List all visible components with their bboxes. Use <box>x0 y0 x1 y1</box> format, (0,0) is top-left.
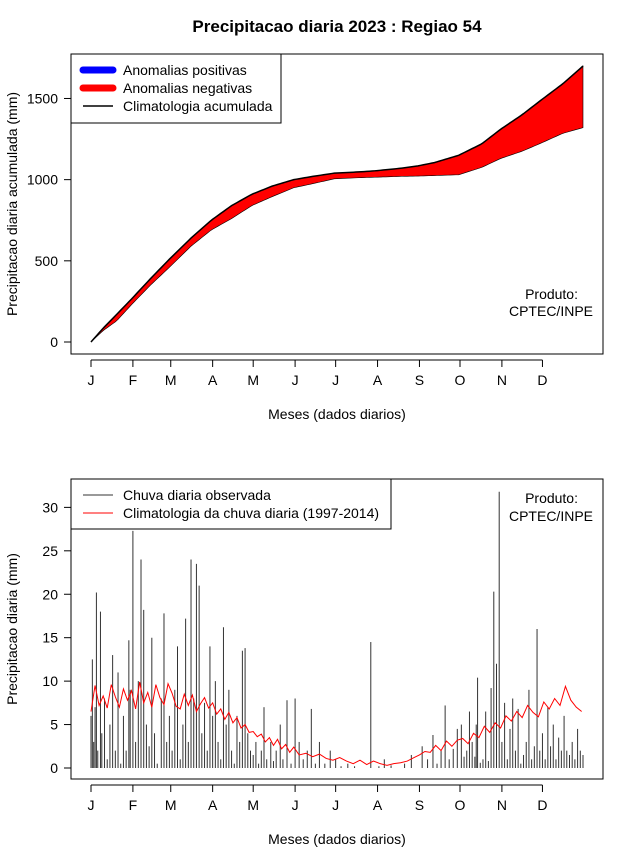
daily-ytick-label: 0 <box>50 760 58 776</box>
daily-ytick-label: 5 <box>50 717 58 733</box>
cumulative-ytick-label: 1500 <box>27 90 58 106</box>
daily-annotation-line1: Produto: <box>525 490 578 506</box>
daily-xtick-label: J <box>292 797 299 813</box>
cumulative-xtick-label: J <box>332 372 339 388</box>
cumulative-xtick-label: D <box>537 372 547 388</box>
daily-xtick-label: M <box>247 797 259 813</box>
cumulative-ylabel: Precipitacao diaria acumulada (mm) <box>4 92 20 316</box>
cumulative-xtick-label: O <box>455 372 466 388</box>
legend-label-observed: Chuva diaria observada <box>123 487 271 503</box>
daily-xtick-label: J <box>332 797 339 813</box>
daily-ytick-label: 20 <box>42 586 58 602</box>
daily-legend-box <box>70 478 392 530</box>
cumulative-xtick-label: A <box>208 372 218 388</box>
daily-xtick-label: O <box>455 797 466 813</box>
legend-label-negative: Anomalias negativas <box>123 80 252 96</box>
figure-title: Precipitacao diaria 2023 : Regiao 54 <box>192 17 482 36</box>
daily-xtick-label: M <box>165 797 177 813</box>
cumulative-plot-frame <box>70 53 604 355</box>
cumulative-xtick-label: J <box>88 372 95 388</box>
legend-label-positive: Anomalias positivas <box>123 62 247 78</box>
daily-xtick-label: D <box>537 797 547 813</box>
climatology-cumulative-line <box>90 65 584 343</box>
daily-xtick-label: A <box>208 797 218 813</box>
daily-xtick-label: S <box>415 797 424 813</box>
daily-ytick-label: 15 <box>42 630 58 646</box>
cumulative-legend: Anomalias positivas Anomalias negativas … <box>70 53 282 124</box>
daily-chart: 0 5 10 15 20 25 30 J F M A M J J A S O N D Precipitacao d… <box>4 478 604 847</box>
climatology-daily-line <box>90 681 582 766</box>
legend-label-climatology-daily: Climatologia da chuva diaria (1997-2014) <box>123 505 379 521</box>
cumulative-xtick-label: S <box>415 372 424 388</box>
daily-xtick-label: J <box>88 797 95 813</box>
daily-xtick-label: N <box>497 797 507 813</box>
legend-label-climatology-cumulative: Climatologia acumulada <box>123 98 273 114</box>
cumulative-annotation-line1: Produto: <box>525 286 578 302</box>
daily-ytick-label: 30 <box>42 499 58 515</box>
daily-ytick-label: 25 <box>42 543 58 559</box>
daily-xtick-label: A <box>373 797 383 813</box>
cumulative-xtick-label: A <box>373 372 383 388</box>
cumulative-annotation-line2: CPTEC/INPE <box>509 303 593 319</box>
cumulative-plot-area <box>90 65 584 343</box>
cumulative-ytick-label: 1000 <box>27 172 58 188</box>
cumulative-chart: 0 500 1000 1500 J F M A M J J A S O N D Precipitacao d… <box>4 53 604 422</box>
cumulative-xtick-label: F <box>129 372 138 388</box>
cumulative-y-axis: 0 500 1000 1500 <box>27 90 71 350</box>
daily-plot-area <box>90 491 584 768</box>
cumulative-xtick-label: J <box>292 372 299 388</box>
daily-annotation-line2: CPTEC/INPE <box>509 508 593 524</box>
daily-ylabel: Precipitacao diaria (mm) <box>4 553 20 705</box>
cumulative-xtick-label: M <box>165 372 177 388</box>
daily-ytick-label: 10 <box>42 673 58 689</box>
daily-y-axis: 0 5 10 15 20 25 30 <box>42 499 71 776</box>
daily-xlabel: Meses (dados diarios) <box>268 831 406 847</box>
daily-xtick-label: F <box>129 797 138 813</box>
cumulative-xtick-label: N <box>497 372 507 388</box>
daily-legend: Chuva diaria observada Climatologia da c… <box>70 478 392 530</box>
cumulative-ytick-label: 0 <box>50 334 58 350</box>
cumulative-xlabel: Meses (dados diarios) <box>268 406 406 422</box>
cumulative-ytick-label: 500 <box>35 253 59 269</box>
cumulative-xtick-label: M <box>247 372 259 388</box>
